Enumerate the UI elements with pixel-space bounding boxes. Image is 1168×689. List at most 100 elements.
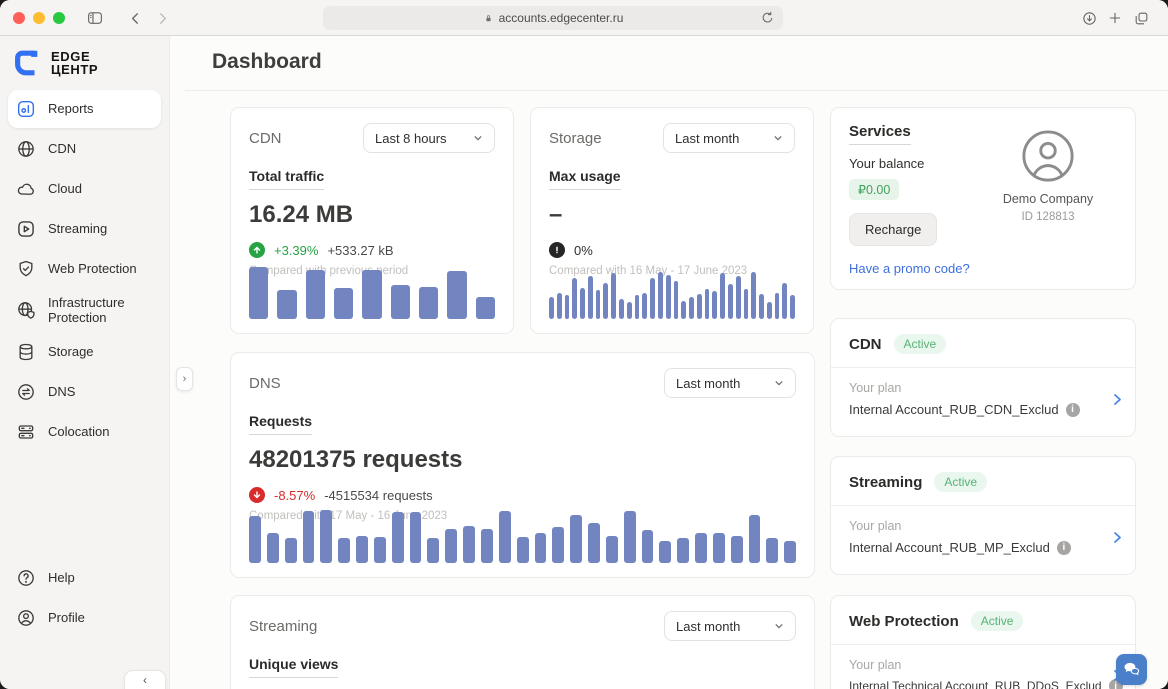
promo-code-link[interactable]: Have a promo code? (849, 261, 970, 276)
address-bar[interactable]: accounts.edgecenter.ru (323, 6, 783, 30)
cdn-period-dropdown[interactable]: Last 8 hours (363, 123, 495, 153)
sidebar-footer-nav: Help Profile (0, 555, 169, 689)
company-name: Demo Company (1002, 192, 1094, 206)
sidebar-expand-button[interactable]: › (176, 367, 193, 391)
web-protection-plan-card: Web Protection Active Your plan Internal… (830, 595, 1136, 689)
chart-bar (695, 532, 707, 563)
chart-bar (480, 528, 493, 563)
sidebar-item-storage[interactable]: Storage (8, 333, 161, 371)
sidebar-item-reports[interactable]: Reports (8, 90, 161, 128)
dns-refresh-icon (16, 382, 36, 402)
chart-bar (588, 523, 600, 563)
new-tab-icon[interactable] (1103, 0, 1127, 36)
forward-icon[interactable] (150, 0, 174, 36)
sidebar-nav: Reports CDN Cloud Streaming Web Protecti… (0, 86, 169, 453)
info-icon[interactable]: i (1056, 540, 1071, 555)
storage-period-dropdown[interactable]: Last month (663, 123, 795, 153)
services-card: Services Your balance ₽0.00 Recharge Hav… (830, 107, 1136, 290)
sidebar-collapse-button[interactable]: ‹ (124, 670, 166, 689)
dns-delta-absolute: -4515534 requests (324, 487, 433, 503)
chart-bar (659, 541, 672, 563)
chart-bar (302, 510, 315, 563)
chevron-right-icon[interactable] (1111, 393, 1123, 411)
chart-bar (333, 287, 354, 319)
sidebar-item-infrastructure-protection[interactable]: Infrastructure Protection (8, 290, 161, 331)
streaming-metric-tab[interactable]: Unique views (249, 656, 339, 678)
chart-bar (665, 274, 671, 319)
dns-metric-tab[interactable]: Requests (249, 413, 313, 435)
close-window-button[interactable] (13, 12, 25, 24)
storage-stats-card: Storage Last month Max usage – 0% Compar… (530, 107, 814, 334)
recharge-button[interactable]: Recharge (849, 213, 938, 246)
chart-bar (373, 536, 386, 563)
chat-widget-button[interactable] (1116, 654, 1147, 685)
edgecenter-logo-icon (15, 50, 38, 76)
chart-bar (650, 278, 655, 319)
streaming-stats-card: Streaming Last month Unique views VOD LI… (230, 595, 815, 689)
sidebar-item-profile[interactable]: Profile (8, 599, 161, 637)
chart-bar (611, 273, 617, 319)
dns-metric-value: 48201375 requests (249, 446, 463, 473)
chart-bar (696, 294, 702, 319)
storage-compare-note: Compared with 16 May - 17 June 2023 (549, 265, 748, 277)
logo-text: EDGE ЦЕНТР (51, 49, 99, 77)
chart-bar (689, 297, 694, 319)
dns-stats-card: DNS Last month Requests 48201375 request… (230, 352, 815, 578)
company-id: ID 128813 (1021, 211, 1075, 223)
info-icon[interactable]: i (1065, 402, 1080, 417)
chart-bar (338, 538, 351, 563)
cdn-stats-card: CDN Last 8 hours Total traffic 16.24 MB … (230, 107, 514, 334)
chart-bar (605, 535, 618, 563)
chart-bar (390, 285, 410, 319)
sidebar-item-label: Reports (48, 101, 94, 117)
chevron-right-icon[interactable] (1111, 531, 1123, 549)
reload-icon[interactable] (760, 10, 775, 28)
play-square-icon (16, 219, 36, 239)
sidebar-item-streaming[interactable]: Streaming (8, 210, 161, 248)
balance-value-badge: ₽0.00 (849, 179, 900, 200)
chart-bar (720, 273, 725, 319)
status-badge: Active (970, 611, 1024, 631)
chart-bar (570, 514, 583, 563)
sidebar-item-cloud[interactable]: Cloud (8, 170, 161, 208)
chart-bar (641, 530, 654, 563)
info-icon[interactable]: i (1108, 679, 1123, 689)
chart-bar (774, 292, 780, 319)
sidebar-toggle-icon[interactable] (82, 0, 108, 36)
question-circle-icon (16, 568, 36, 588)
sidebar-item-web-protection[interactable]: Web Protection (8, 250, 161, 288)
tab-overview-icon[interactable] (1128, 0, 1154, 36)
sidebar-item-label: Cloud (48, 181, 82, 197)
sidebar-item-colocation[interactable]: Colocation (8, 413, 161, 451)
cdn-plan-card: CDN Active Your plan Internal Account_RU… (830, 318, 1136, 437)
minimize-window-button[interactable] (33, 12, 45, 24)
streaming-period-dropdown[interactable]: Last month (664, 611, 796, 641)
chevron-down-icon (775, 380, 783, 386)
chart-bar (712, 532, 725, 563)
no-change-icon (549, 242, 565, 258)
chart-bar (595, 290, 601, 319)
sidebar-item-cdn[interactable]: CDN (8, 130, 161, 168)
chart-bar (409, 512, 422, 563)
zoom-window-button[interactable] (53, 12, 65, 24)
traffic-lights (13, 12, 65, 24)
cloud-icon (16, 179, 36, 199)
sidebar-item-help[interactable]: Help (8, 559, 161, 597)
chart-bar (623, 510, 636, 563)
downloads-icon[interactable] (1077, 0, 1101, 36)
chart-bar (391, 512, 404, 563)
sidebar-item-dns[interactable]: DNS (8, 373, 161, 411)
cdn-metric-tab[interactable]: Total traffic (249, 168, 325, 190)
back-icon[interactable] (123, 0, 147, 36)
lock-icon (486, 14, 491, 21)
plan-label: Your plan (849, 381, 902, 395)
plan-name: Internal Account_RUB_CDN_Exclud (849, 402, 1059, 417)
chat-bubbles-icon (1124, 662, 1140, 676)
chart-bar (284, 538, 297, 563)
person-circle-icon (16, 608, 36, 628)
server-rack-icon (16, 422, 36, 442)
storage-metric-tab[interactable]: Max usage (549, 168, 621, 190)
trend-down-icon (249, 487, 265, 503)
dns-period-dropdown[interactable]: Last month (664, 368, 796, 398)
